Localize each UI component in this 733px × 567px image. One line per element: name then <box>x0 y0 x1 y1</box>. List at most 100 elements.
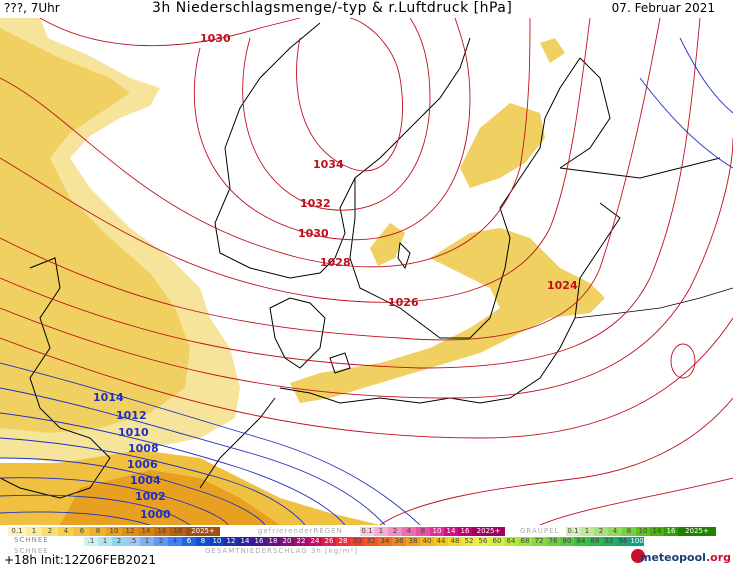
legend-cell: 18 <box>170 527 186 536</box>
map-date: 07. Februar 2021 <box>611 1 715 15</box>
legend-cell: 76 <box>546 537 560 546</box>
legend-cell: 1 <box>98 537 112 546</box>
legend-cell: 4 <box>58 527 74 536</box>
legend-cell: 2025+ <box>472 527 505 536</box>
legend-cell: 12 <box>224 537 238 546</box>
isobar-1014 <box>0 362 421 525</box>
legend-cell: 56 <box>476 537 490 546</box>
isobar-1030 <box>193 18 471 241</box>
precip-fields <box>0 18 605 525</box>
legend-schnee-label: SCHNEE <box>14 536 49 544</box>
legend-cell: 2 <box>154 537 168 546</box>
legend-cell: 0.1 <box>8 527 26 536</box>
legend-cell: 16 <box>664 527 678 536</box>
isobar-1018 <box>0 317 733 439</box>
legend-row-snow: 0.1 1 2 4 6 8 10 12 14 16 18 2025+ <box>8 527 234 536</box>
legend-cell: 14 <box>650 527 664 536</box>
legend-cell: 14 <box>238 537 252 546</box>
brand-name: meteopool <box>639 551 706 564</box>
legend-cell: 28 <box>336 537 350 546</box>
legend-cell: 68 <box>518 537 532 546</box>
legend-cell: 20 <box>280 537 294 546</box>
label-1004: 1004 <box>130 474 161 487</box>
valid-time: ???, 7Uhr <box>4 1 60 15</box>
precip-area-west-core <box>0 28 190 433</box>
legend-cell: 40 <box>420 537 434 546</box>
label-1010: 1010 <box>118 426 149 439</box>
isobar-1006 <box>0 457 266 525</box>
legend-cell: .5 <box>126 537 140 546</box>
legend-cell: 8 <box>416 527 430 536</box>
coast-denmark <box>269 297 351 374</box>
label-1014: 1014 <box>93 391 124 404</box>
coast-gotland <box>397 241 411 270</box>
coast-lowlands <box>199 397 276 489</box>
meteopool-logo-icon <box>631 549 645 563</box>
label-1006: 1006 <box>127 458 158 471</box>
legend-cell: 44 <box>434 537 448 546</box>
isobar-1030-north <box>39 18 301 47</box>
label-1012: 1012 <box>116 409 147 422</box>
legend-cell: 8 <box>622 527 636 536</box>
map-title: 3h Niederschlagsmenge/-typ & r.Luftdruck… <box>152 0 513 16</box>
legend-cell: 4 <box>608 527 622 536</box>
legend-cell: 36 <box>392 537 406 546</box>
isobars-high <box>0 18 733 525</box>
legend-schnee-bottom: SCHNEE <box>14 547 49 555</box>
pressure-labels: 1030 1034 1032 1030 1028 1026 1024 1014 … <box>93 32 578 521</box>
legend-freezing-label: gefrierenderREGEN <box>258 527 343 535</box>
legend-cell: 48 <box>448 537 462 546</box>
legend-cell: 72 <box>532 537 546 546</box>
precip-area-south-heavy <box>60 470 280 525</box>
label-1024: 1024 <box>547 279 578 292</box>
label-1000: 1000 <box>140 508 171 521</box>
legend-cell: 38 <box>406 537 420 546</box>
isobar-1004 <box>0 477 229 525</box>
isobar-1034 <box>296 18 403 172</box>
legend-graupel-label: GRAUPEL <box>520 527 560 535</box>
legend-cell: 14 <box>444 527 458 536</box>
isobar-1012 <box>0 387 386 525</box>
legend-cell: 2 <box>594 527 608 536</box>
legend-cell: 2025+ <box>678 527 716 536</box>
legend-cell: 22 <box>294 537 308 546</box>
isobar-1016 <box>379 397 733 525</box>
brand-logo[interactable]: meteopool.org <box>640 551 731 564</box>
legend-row-rain: .1 1 2 .5 1 2 4 6 8 10 12 14 16 18 20 22… <box>84 537 644 546</box>
legend-cell: 1 <box>140 537 154 546</box>
precip-area-north-small <box>540 38 565 63</box>
legend-cell: 4 <box>402 527 416 536</box>
label-1034: 1034 <box>313 158 344 171</box>
label-1030: 1030 <box>298 227 329 240</box>
precip-legend: 0.1 1 2 4 6 8 10 12 14 16 18 2025+ gefri… <box>0 525 733 566</box>
isobar-1016b <box>539 477 733 525</box>
legend-cell: 8 <box>196 537 210 546</box>
legend-cell: 14 <box>138 527 154 536</box>
legend-cell: 1 <box>26 527 42 536</box>
legend-cell: 10 <box>106 527 122 536</box>
legend-cell: 10 <box>636 527 650 536</box>
legend-cell: 88 <box>588 537 602 546</box>
legend-cell: 32 <box>364 537 378 546</box>
legend-cell: 96 <box>616 537 630 546</box>
header: ???, 7Uhr 3h Niederschlagsmenge/-typ & r… <box>0 0 733 18</box>
legend-cell: 10 <box>210 537 224 546</box>
legend-cell: 6 <box>74 527 90 536</box>
isobar-closed-east <box>670 343 696 379</box>
coast-sweden <box>349 57 581 339</box>
isobar-1026 <box>0 18 591 303</box>
legend-cell: 1 <box>374 527 388 536</box>
legend-cell: 24 <box>308 537 322 546</box>
legend-cell: 1 <box>580 527 594 536</box>
legend-cell: 34 <box>378 537 392 546</box>
isobar-blue-east-2 <box>679 37 733 114</box>
coast-uk <box>0 257 111 499</box>
legend-cell: 0.1 <box>566 527 580 536</box>
legend-cell: 64 <box>504 537 518 546</box>
legend-cell: .1 <box>84 537 98 546</box>
isobar-1008 <box>0 437 306 525</box>
legend-cell: 4 <box>168 537 182 546</box>
precip-area-gotland <box>370 223 405 266</box>
legend-cell: 10 <box>430 527 444 536</box>
legend-cell: 84 <box>574 537 588 546</box>
